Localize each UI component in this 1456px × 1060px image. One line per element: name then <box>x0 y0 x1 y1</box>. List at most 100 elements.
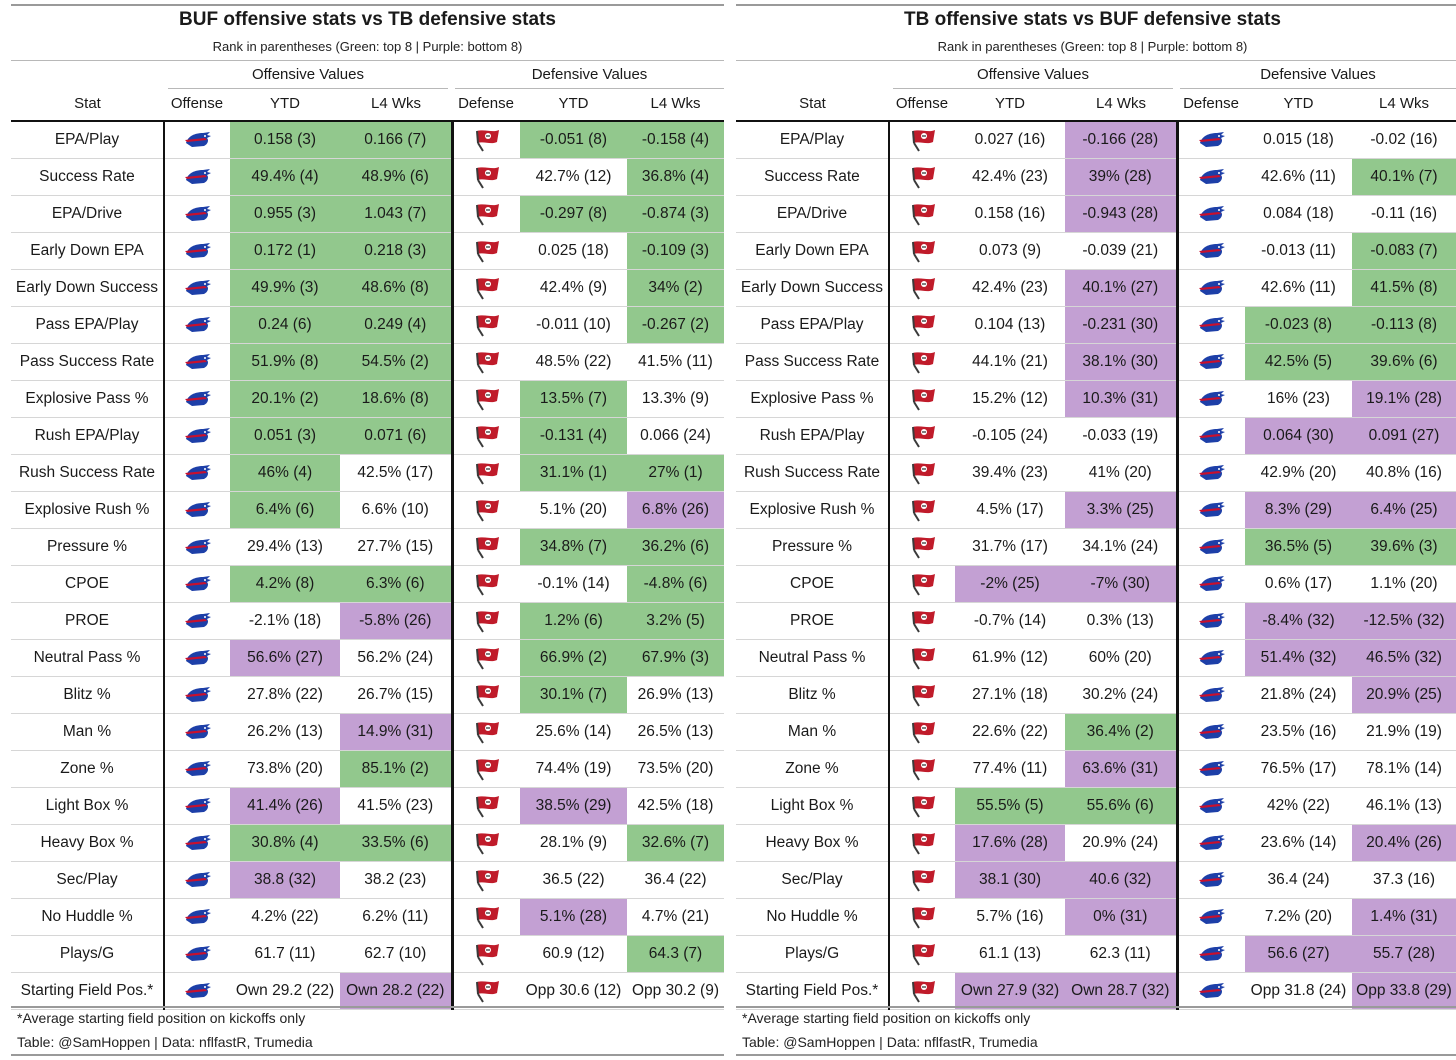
defense-l4-value: 36.4 (22) <box>627 861 724 899</box>
stat-name: Plays/G <box>736 935 889 973</box>
buccaneers-flag-icon <box>888 306 955 344</box>
defense-l4-value: 42.5% (18) <box>627 787 724 825</box>
buccaneers-flag-icon <box>450 639 520 677</box>
stat-name: Early Down Success <box>11 269 164 307</box>
tb-offense-panel: TB offensive stats vs BUF defensive stat… <box>736 0 1456 1060</box>
defense-ytd-value: -0.011 (10) <box>520 306 627 344</box>
offense-ytd-value: 0.172 (1) <box>230 232 340 270</box>
table-row: Plays/G 61.7 (11) 62.7 (10) 60.9 (12) 64.3 (… <box>11 935 724 973</box>
defense-ytd-value: Opp 30.6 (12) <box>520 972 627 1010</box>
bills-logo-icon <box>1175 417 1245 455</box>
offense-l4-value: 20.9% (24) <box>1065 824 1177 862</box>
stat-name: Success Rate <box>736 158 889 196</box>
bills-logo-icon <box>1175 343 1245 381</box>
stat-name: Light Box % <box>11 787 164 825</box>
offense-l4-value: 38.2 (23) <box>340 861 452 899</box>
bills-logo-icon <box>163 195 230 233</box>
defense-l4-value: 39.6% (6) <box>1352 343 1456 381</box>
table-row: Man % 22.6% (22) 36.4% (2) 23.5% (16) 21.9% … <box>736 713 1456 751</box>
bills-logo-icon <box>1175 380 1245 418</box>
subtitle-rule <box>736 60 1456 61</box>
table-row: Neutral Pass % 56.6% (27) 56.2% (24) 66.9% … <box>11 639 724 677</box>
defense-l4-value: -0.874 (3) <box>627 195 724 233</box>
table-row: PROE -2.1% (18) -5.8% (26) 1.2% (6) 3.2% (5) <box>11 602 724 640</box>
offense-l4-value: 0.071 (6) <box>340 417 452 455</box>
stat-name: Rush EPA/Play <box>11 417 164 455</box>
offense-l4-value: 30.2% (24) <box>1065 676 1177 714</box>
stat-name: Sec/Play <box>736 861 889 899</box>
buf-offense-panel: BUF offensive stats vs TB defensive stat… <box>11 0 724 1060</box>
bills-logo-icon <box>163 935 230 973</box>
defense-l4-value: -0.158 (4) <box>627 120 724 159</box>
offense-l4-value: -7% (30) <box>1065 565 1177 603</box>
defense-ytd-value: -0.131 (4) <box>520 417 627 455</box>
buccaneers-flag-icon <box>450 380 520 418</box>
offense-l4-value: 18.6% (8) <box>340 380 452 418</box>
defense-l4-value: 3.2% (5) <box>627 602 724 640</box>
defense-ytd-value: 21.8% (24) <box>1245 676 1352 714</box>
defense-ytd-value: 48.5% (22) <box>520 343 627 381</box>
defense-l4-value: -4.8% (6) <box>627 565 724 603</box>
stat-name: Blitz % <box>11 676 164 714</box>
offense-l4-value: 1.043 (7) <box>340 195 452 233</box>
defensive-spanner-rule <box>455 88 724 89</box>
offense-ytd-value: Own 29.2 (22) <box>230 972 340 1010</box>
table-row: CPOE -2% (25) -7% (30) 0.6% (17) 1.1% (20) <box>736 565 1456 603</box>
table-row: Pass Success Rate 44.1% (21) 38.1% (30) 42.… <box>736 343 1456 381</box>
buccaneers-flag-icon <box>450 676 520 714</box>
offense-ytd-value: 49.9% (3) <box>230 269 340 307</box>
bills-logo-icon <box>1175 676 1245 714</box>
offense-l4-value: Own 28.7 (32) <box>1065 972 1177 1010</box>
offense-ytd-value: 4.2% (8) <box>230 565 340 603</box>
subtitle-rule <box>11 60 724 61</box>
defense-l4-value: 1.1% (20) <box>1352 565 1456 603</box>
buccaneers-flag-icon <box>888 676 955 714</box>
defense-l4-value: 6.8% (26) <box>627 491 724 529</box>
col-header-off-ytd: YTD <box>270 95 300 112</box>
buccaneers-flag-icon <box>450 787 520 825</box>
buccaneers-flag-icon <box>888 380 955 418</box>
buccaneers-flag-icon <box>450 158 520 196</box>
offense-l4-value: 63.6% (31) <box>1065 750 1177 788</box>
defense-ytd-value: -0.013 (11) <box>1245 232 1352 270</box>
stat-name: Pass Success Rate <box>11 343 164 381</box>
table-row: Sec/Play 38.8 (32) 38.2 (23) 36.5 (22) 36.4 … <box>11 861 724 899</box>
defense-ytd-value: 0.6% (17) <box>1245 565 1352 603</box>
buccaneers-flag-icon <box>888 158 955 196</box>
offensive-spanner-rule <box>893 88 1173 89</box>
buccaneers-flag-icon <box>888 935 955 973</box>
defense-l4-value: 39.6% (3) <box>1352 528 1456 566</box>
offense-ytd-value: 51.9% (8) <box>230 343 340 381</box>
offense-ytd-value: 61.1 (13) <box>955 935 1065 973</box>
offense-ytd-value: -0.7% (14) <box>955 602 1065 640</box>
stat-name: Early Down EPA <box>11 232 164 270</box>
offense-ytd-value: 27.1% (18) <box>955 676 1065 714</box>
defense-l4-value: -0.02 (16) <box>1352 120 1456 159</box>
buccaneers-flag-icon <box>450 417 520 455</box>
stat-name: CPOE <box>736 565 889 603</box>
offense-l4-value: -0.943 (28) <box>1065 195 1177 233</box>
bills-logo-icon <box>1175 750 1245 788</box>
col-header-off-l4: L4 Wks <box>370 95 421 112</box>
defense-ytd-value: 0.064 (30) <box>1245 417 1352 455</box>
offense-ytd-value: 56.6% (27) <box>230 639 340 677</box>
defense-ytd-value: 74.4% (19) <box>520 750 627 788</box>
stat-name: Heavy Box % <box>11 824 164 862</box>
bills-logo-icon <box>163 713 230 751</box>
bills-logo-icon <box>1175 602 1245 640</box>
col-header-defense: Defense <box>458 95 514 112</box>
offense-l4-value: 40.6 (32) <box>1065 861 1177 899</box>
offense-l4-value: 14.9% (31) <box>340 713 452 751</box>
offense-ytd-value: 39.4% (23) <box>955 454 1065 492</box>
offense-ytd-value: 20.1% (2) <box>230 380 340 418</box>
offense-l4-value: 36.4% (2) <box>1065 713 1177 751</box>
defense-ytd-value: 42.7% (12) <box>520 158 627 196</box>
offense-ytd-value: 77.4% (11) <box>955 750 1065 788</box>
defense-ytd-value: 0.025 (18) <box>520 232 627 270</box>
offense-ytd-value: 4.2% (22) <box>230 898 340 936</box>
defense-l4-value: 0.066 (24) <box>627 417 724 455</box>
top-rule <box>11 4 724 6</box>
defense-ytd-value: 38.5% (29) <box>520 787 627 825</box>
buccaneers-flag-icon <box>450 454 520 492</box>
bills-logo-icon <box>163 639 230 677</box>
